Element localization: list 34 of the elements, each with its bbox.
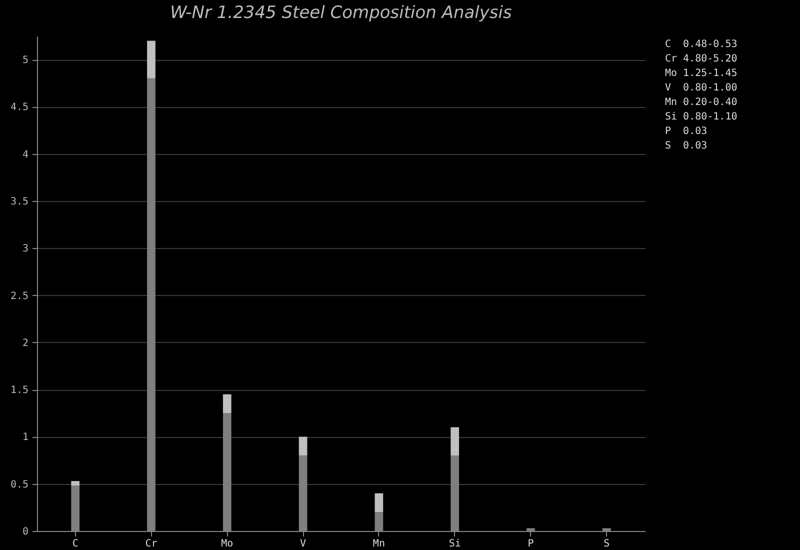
text: Mn 0.20-0.40 (665, 97, 738, 108)
y-tick-label: 5 (22, 55, 28, 66)
bar (222, 394, 232, 414)
bar (147, 40, 156, 78)
y-tick-label: 3 (22, 244, 28, 255)
y-tick-label: 3.5 (10, 196, 28, 208)
bar (450, 427, 460, 456)
x-tick-label: V (300, 538, 306, 550)
text: Cr 4.80-5.20 (665, 54, 738, 64)
y-tick-label: 4 (22, 149, 28, 160)
bar (298, 436, 308, 456)
text: C 0.48-0.53 (665, 39, 738, 50)
y-tick-label: 4.5 (10, 102, 28, 114)
y-tick-label: 2.5 (10, 290, 28, 302)
y-tick-label: 2 (22, 338, 28, 349)
text: Mo 1.25-1.45 (665, 68, 738, 79)
x-tick-label: C (72, 538, 78, 550)
x-tick-label: P (528, 538, 534, 550)
text: V 0.80-1.00 (665, 82, 738, 94)
x-tick-label: S (604, 538, 610, 550)
text: Si 0.80-1.10 (665, 112, 738, 122)
y-tick-label: 0 (22, 526, 28, 538)
bar (374, 493, 384, 512)
x-tick-label: Mo (221, 538, 234, 550)
x-tick-label: Cr (145, 538, 158, 550)
y-tick-label: 0.5 (10, 479, 28, 490)
chart-title: W-Nr 1.2345 Steel Composition Analysis (170, 3, 512, 23)
text: P 0.03 (665, 126, 708, 137)
bar (71, 481, 80, 486)
x-tick-label: Mn (372, 538, 385, 550)
y-tick-label: 1.5 (10, 385, 28, 396)
x-tick-label: Si (448, 538, 461, 550)
y-tick-label: 1 (22, 432, 28, 444)
text: S 0.03 (665, 140, 708, 152)
